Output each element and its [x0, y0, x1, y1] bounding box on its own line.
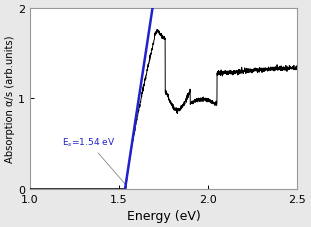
Y-axis label: Absorption α/s (arb.units): Absorption α/s (arb.units): [5, 35, 15, 162]
Text: E$_s$=1.54 eV: E$_s$=1.54 eV: [62, 136, 125, 184]
X-axis label: Energy (eV): Energy (eV): [127, 209, 200, 222]
